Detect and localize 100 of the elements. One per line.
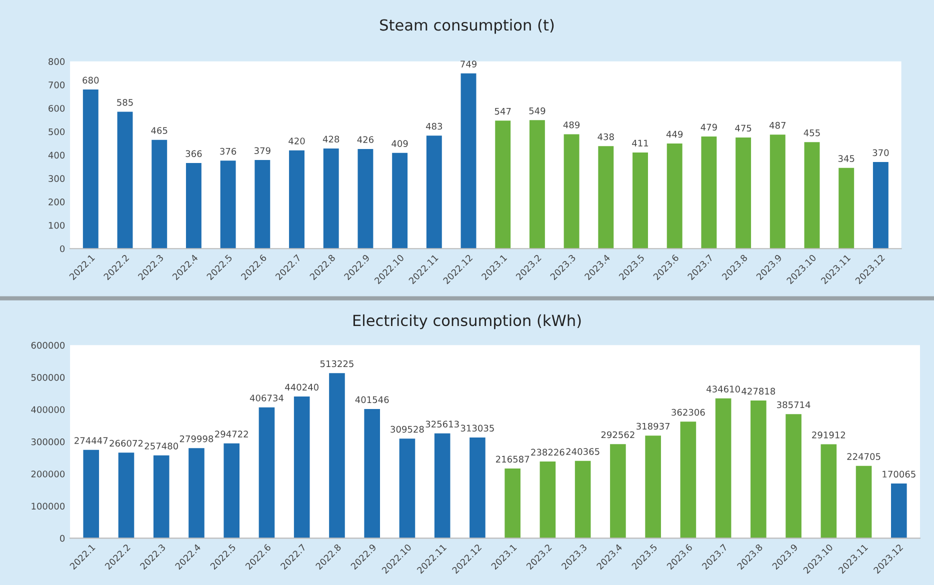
bar [82, 90, 98, 249]
data-label: 479 [700, 124, 717, 131]
y-tick-label: 800 [48, 58, 65, 65]
data-label: 279998 [180, 435, 214, 442]
data-label: 680 [82, 76, 99, 84]
y-tick-label: 300000 [31, 438, 65, 446]
bar [564, 134, 580, 249]
data-label: 170065 [882, 470, 916, 478]
data-label: 379 [254, 147, 270, 154]
data-label: 428 [322, 136, 340, 143]
bar [117, 112, 133, 249]
bar [364, 409, 380, 538]
data-label: 291912 [812, 432, 845, 438]
bar [770, 134, 786, 249]
data-label: 411 [632, 140, 648, 146]
data-label: 294722 [215, 430, 248, 438]
bar [392, 152, 408, 249]
data-label: 455 [804, 130, 820, 136]
y-tick-label: 0 [60, 245, 65, 252]
bar [495, 120, 511, 249]
bar [574, 460, 591, 538]
data-label: 549 [529, 107, 546, 114]
y-tick-label: 700 [48, 82, 65, 88]
data-label: 475 [735, 124, 752, 132]
bar [188, 448, 204, 538]
y-tick-label: 500000 [31, 374, 65, 381]
y-tick-label: 100000 [32, 502, 65, 510]
bar [83, 450, 100, 538]
bar [220, 160, 236, 249]
data-label: 420 [288, 138, 305, 144]
bar [750, 400, 766, 538]
bar [610, 444, 626, 538]
bar [598, 146, 614, 249]
data-label: 313035 [460, 424, 494, 432]
bar [856, 466, 872, 538]
data-label: 385714 [777, 401, 810, 408]
data-label: 376 [220, 148, 236, 155]
chart-title: Steam consumption (t) [380, 18, 554, 34]
data-label: 318937 [636, 422, 670, 430]
data-label: 345 [838, 155, 854, 162]
data-label: 449 [666, 130, 683, 138]
data-label: 487 [769, 122, 786, 129]
bar [258, 407, 275, 538]
bar [358, 148, 374, 249]
bar [666, 144, 682, 249]
data-label: 238226 [531, 448, 564, 456]
bar [632, 152, 648, 249]
data-label: 257480 [144, 442, 178, 450]
bar [701, 136, 717, 249]
bar [470, 437, 486, 538]
data-label: 489 [563, 121, 580, 128]
bar [529, 120, 545, 249]
bar [838, 168, 854, 249]
bar [872, 162, 888, 249]
bar [504, 468, 520, 538]
data-label: 749 [460, 60, 476, 68]
bar [891, 483, 907, 538]
bar [118, 452, 134, 538]
data-label: 325613 [426, 420, 459, 428]
y-tick-label: 600 [48, 104, 65, 112]
data-label: 309528 [390, 426, 424, 433]
bar [460, 73, 476, 249]
bar [254, 160, 270, 249]
data-label: 547 [494, 108, 511, 115]
bar [399, 438, 416, 538]
bar [434, 433, 450, 538]
data-label: 370 [872, 149, 889, 156]
bar [186, 162, 202, 249]
bar [736, 137, 752, 249]
bar [153, 455, 170, 538]
bar [820, 444, 837, 538]
bar [329, 373, 345, 538]
bar [152, 140, 168, 249]
data-label: 483 [426, 122, 442, 130]
bar [294, 396, 310, 538]
data-label: 426 [357, 136, 374, 144]
bar [323, 148, 339, 249]
y-tick-label: 300 [48, 175, 65, 182]
bar [224, 443, 240, 538]
data-label: 266072 [110, 440, 143, 447]
data-label: 401546 [355, 396, 389, 404]
data-label: 216587 [496, 456, 530, 463]
y-tick-label: 500 [48, 128, 65, 136]
bar [786, 414, 802, 538]
data-label: 366 [186, 150, 202, 158]
chart-title: Electricity consumption (kWh) [353, 314, 581, 330]
data-label: 409 [392, 140, 408, 148]
bar [680, 422, 696, 538]
data-label: 438 [598, 133, 614, 140]
data-label: 240365 [566, 448, 600, 455]
data-label: 406734 [250, 394, 284, 402]
y-tick-label: 200 [48, 198, 65, 206]
bar [804, 142, 820, 249]
data-label: 585 [117, 98, 133, 106]
y-tick-label: 200000 [31, 470, 65, 478]
bar [289, 150, 304, 249]
bar [645, 436, 661, 538]
y-tick-label: 100 [48, 222, 65, 229]
data-label: 224705 [847, 453, 880, 460]
bar [426, 136, 442, 249]
